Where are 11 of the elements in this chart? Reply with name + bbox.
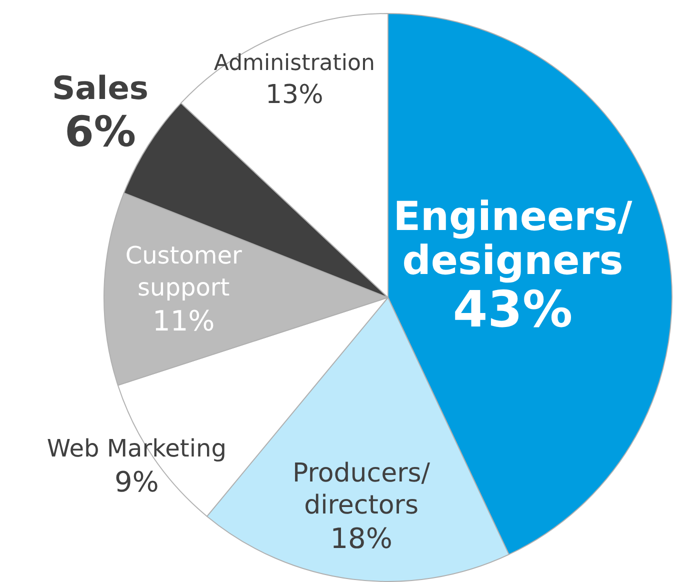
data-label: 9% <box>114 466 159 499</box>
data-label: 18% <box>330 522 392 556</box>
slice-label: Web Marketing <box>46 434 226 463</box>
slice-label: Engineers/designers <box>393 194 633 284</box>
slice-label: Sales <box>52 69 148 108</box>
data-label: 11% <box>152 304 215 338</box>
slice-label: Producers/directors <box>292 458 430 521</box>
data-label: 6% <box>64 106 136 156</box>
data-label: 13% <box>265 80 324 110</box>
slice-label: Customer support <box>125 241 242 302</box>
slice-label: Administration <box>214 50 375 76</box>
